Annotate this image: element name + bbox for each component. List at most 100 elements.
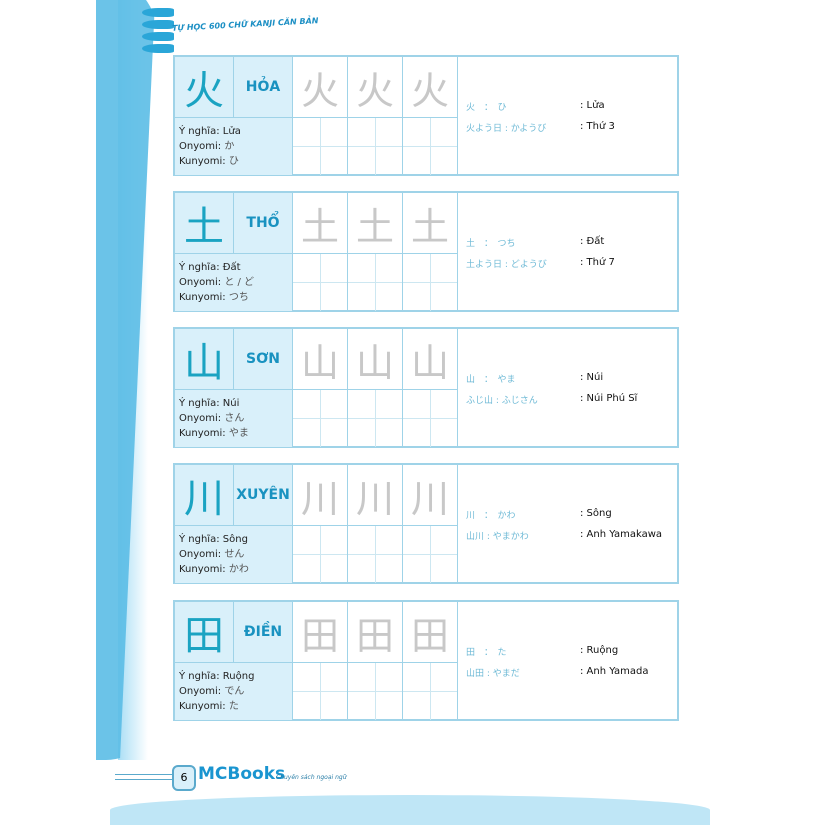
info-value: ひ xyxy=(228,156,239,167)
info-label: Kunyomi: xyxy=(179,701,226,712)
example-row: ふじ山 : ふじさん : Núi Phú Sĩ xyxy=(466,393,669,406)
tracing-character: 土 xyxy=(293,193,348,254)
example-meaning: : Anh Yamakawa xyxy=(580,528,663,540)
practice-box xyxy=(403,526,458,584)
info-kunyomi: Kunyomi: やま xyxy=(179,426,288,441)
info-value: Sông xyxy=(222,534,248,545)
info-value: Đất xyxy=(222,262,241,273)
example-meaning: : Thứ 7 xyxy=(580,256,615,268)
example-japanese: 火 ： ひ xyxy=(466,102,507,113)
info-label: Kunyomi: xyxy=(179,292,226,303)
practice-box xyxy=(293,526,348,584)
example-row: 山 ： やま : Núi xyxy=(466,372,669,385)
practice-box xyxy=(403,118,458,176)
examples: 土 ： つち: Đất 土よう日 : どようび : Thứ 7 xyxy=(458,193,677,312)
tracing-character: 田 xyxy=(348,602,403,663)
info-meaning: Ý nghĩa: Núi xyxy=(179,396,288,411)
example-meaning: : Núi xyxy=(580,371,604,383)
info-value: と / ど xyxy=(224,277,255,288)
publisher-logo: MCBooks xyxy=(198,764,286,784)
example-japanese: 土よう日 : どようび xyxy=(466,259,547,270)
fish-icon xyxy=(142,8,174,17)
examples: 田 ： た: Ruộng 山田 : やまだ: Anh Yamada xyxy=(458,602,677,721)
example-meaning: : Anh Yamada xyxy=(580,665,649,677)
info-meaning: Ý nghĩa: Ruộng xyxy=(179,669,288,684)
practice-box xyxy=(403,254,458,312)
info-onyomi: Onyomi: せん xyxy=(179,547,288,562)
info-label: Onyomi: xyxy=(179,413,222,424)
kanji-character: 火 xyxy=(175,57,234,118)
kanji-character: 土 xyxy=(175,193,234,254)
fish-icon xyxy=(142,44,174,53)
kanji-entry: 山 SƠN 山山山 Ý nghĩa: Núi Onyomi: さん Kunyomi: やま… xyxy=(173,327,679,448)
info-meaning: Ý nghĩa: Sông xyxy=(179,532,288,547)
practice-box xyxy=(293,663,348,721)
example-japanese: 山 ： やま xyxy=(466,374,516,385)
info-onyomi: Onyomi: と / ど xyxy=(179,275,288,290)
info-label: Onyomi: xyxy=(179,141,222,152)
tracing-character: 山 xyxy=(293,329,348,390)
example-row: 土 ： つち: Đất xyxy=(466,236,669,249)
example-row: 火 ： ひ : Lửa xyxy=(466,100,669,113)
info-label: Ý nghĩa: xyxy=(179,671,220,682)
tracing-character: 川 xyxy=(403,465,458,526)
info-onyomi: Onyomi: でん xyxy=(179,684,288,699)
tracing-character: 川 xyxy=(293,465,348,526)
example-japanese: 田 ： た xyxy=(466,647,507,658)
publisher-slogan: Chuyên sách ngoại ngữ xyxy=(276,774,347,781)
info-meaning: Ý nghĩa: Đất xyxy=(179,260,288,275)
tracing-character: 火 xyxy=(348,57,403,118)
info-value: た xyxy=(228,701,239,712)
tracing-character: 川 xyxy=(348,465,403,526)
example-meaning: : Đất xyxy=(580,235,605,247)
practice-box xyxy=(348,254,403,312)
example-row: 田 ： た: Ruộng xyxy=(466,645,669,658)
han-viet-reading: ĐIỀN xyxy=(234,602,293,663)
info-label: Kunyomi: xyxy=(179,564,226,575)
tracing-character: 土 xyxy=(403,193,458,254)
info-label: Onyomi: xyxy=(179,277,222,288)
info-value: Lửa xyxy=(222,126,241,137)
info-label: Onyomi: xyxy=(179,549,222,560)
info-kunyomi: Kunyomi: た xyxy=(179,699,288,714)
examples: 山 ： やま : Núi ふじ山 : ふじさん : Núi Phú Sĩ xyxy=(458,329,677,448)
info-value: つち xyxy=(228,292,249,303)
example-japanese: 川 ： かわ xyxy=(466,510,516,521)
tracing-character: 火 xyxy=(403,57,458,118)
han-viet-reading: SƠN xyxy=(234,329,293,390)
info-meaning: Ý nghĩa: Lửa xyxy=(179,124,288,139)
kanji-info: Ý nghĩa: Ruộng Onyomi: でん Kunyomi: た xyxy=(175,663,293,721)
example-row: 火よう日 : かようび: Thứ 3 xyxy=(466,121,669,134)
example-row: 山田 : やまだ: Anh Yamada xyxy=(466,666,669,679)
info-label: Ý nghĩa: xyxy=(179,398,220,409)
tracing-character: 土 xyxy=(348,193,403,254)
kanji-character: 田 xyxy=(175,602,234,663)
example-meaning: : Thứ 3 xyxy=(580,120,615,132)
practice-box xyxy=(348,526,403,584)
kanji-info: Ý nghĩa: Sông Onyomi: せん Kunyomi: かわ xyxy=(175,526,293,584)
book-title: TỰ HỌC 600 CHỮ KANJI CĂN BẢN xyxy=(171,16,319,33)
example-row: 山川 : やまかわ : Anh Yamakawa xyxy=(466,529,669,542)
example-row: 川 ： かわ: Sông xyxy=(466,508,669,521)
example-japanese: 山川 : やまかわ xyxy=(466,531,529,542)
wave-decoration xyxy=(110,795,710,825)
practice-box xyxy=(348,663,403,721)
example-meaning: : Núi Phú Sĩ xyxy=(580,392,638,404)
han-viet-reading: THỔ xyxy=(234,193,293,254)
kanji-character: 川 xyxy=(175,465,234,526)
info-value: Núi xyxy=(222,398,240,409)
example-row: 土よう日 : どようび : Thứ 7 xyxy=(466,257,669,270)
info-label: Onyomi: xyxy=(179,686,222,697)
kanji-entry: 土 THỔ 土土土 Ý nghĩa: Đất Onyomi: と / ど Kunyomi:… xyxy=(173,191,679,312)
practice-box xyxy=(293,390,348,448)
kanji-info: Ý nghĩa: Lửa Onyomi: か Kunyomi: ひ xyxy=(175,118,293,176)
practice-box xyxy=(348,118,403,176)
info-label: Ý nghĩa: xyxy=(179,262,220,273)
info-kunyomi: Kunyomi: ひ xyxy=(179,154,288,169)
kanji-character: 山 xyxy=(175,329,234,390)
example-japanese: ふじ山 : ふじさん xyxy=(466,395,538,406)
info-value: かわ xyxy=(228,564,249,575)
examples: 火 ： ひ : Lửa 火よう日 : かようび: Thứ 3 xyxy=(458,57,677,176)
example-meaning: : Lửa xyxy=(580,99,605,111)
han-viet-reading: XUYÊN xyxy=(234,465,293,526)
